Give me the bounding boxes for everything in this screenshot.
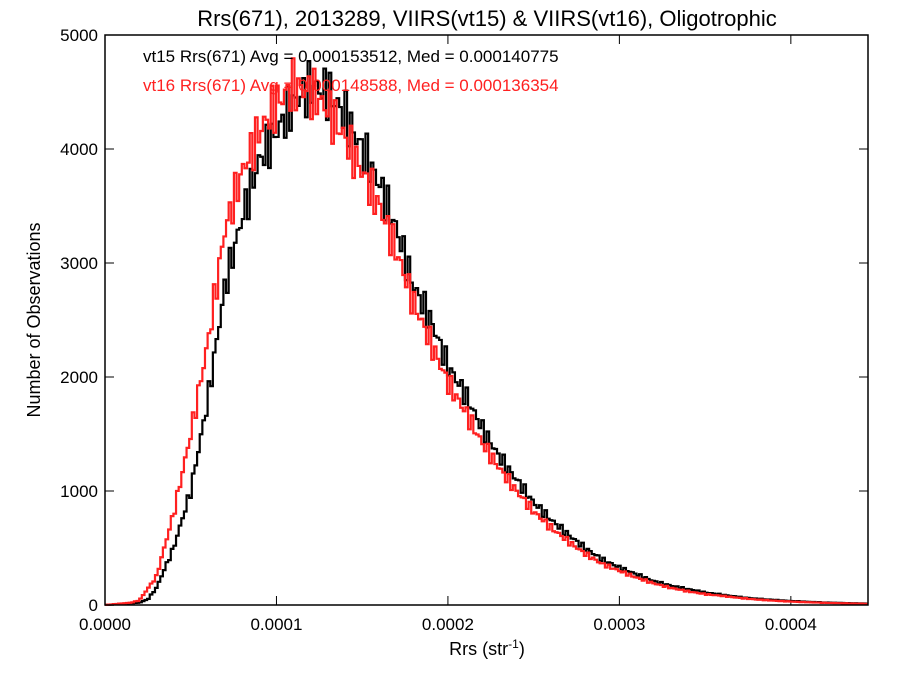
x-tick-label: 0.0001 <box>250 615 302 634</box>
chart-title: Rrs(671), 2013289, VIIRS(vt15) & VIIRS(v… <box>197 6 777 31</box>
y-tick-label: 3000 <box>60 254 98 273</box>
legend-label-vt16: vt16 Rrs(671) Avg = 0.000148588, Med = 0… <box>143 76 559 95</box>
x-tick-label: 0.0004 <box>765 615 817 634</box>
x-axis-label: Rrs (str-1) <box>449 637 525 659</box>
x-tick-label: 0.0000 <box>79 615 131 634</box>
x-axis-label-superscript: -1 <box>508 637 519 651</box>
y-axis-ticks: 0 1000 2000 3000 4000 5000 <box>60 26 868 615</box>
y-tick-label: 1000 <box>60 482 98 501</box>
y-tick-label: 2000 <box>60 368 98 387</box>
y-tick-label: 0 <box>89 596 98 615</box>
x-axis-label-close: ) <box>519 639 525 659</box>
x-axis-ticks: 0.0000 0.0001 0.0002 0.0003 0.0004 <box>79 35 817 634</box>
legend-label-vt15: vt15 Rrs(671) Avg = 0.000153512, Med = 0… <box>143 47 559 66</box>
x-tick-label: 0.0003 <box>593 615 645 634</box>
series-line-vt15 <box>105 60 868 607</box>
series-layer <box>105 57 868 607</box>
y-tick-label: 4000 <box>60 140 98 159</box>
x-tick-label: 0.0002 <box>422 615 474 634</box>
x-axis-label-main: Rrs (str <box>449 639 508 659</box>
series-line-vt16 <box>105 57 868 606</box>
y-tick-label: 5000 <box>60 26 98 45</box>
y-axis-label: Number of Observations <box>24 222 44 417</box>
plot-frame <box>104 34 869 606</box>
